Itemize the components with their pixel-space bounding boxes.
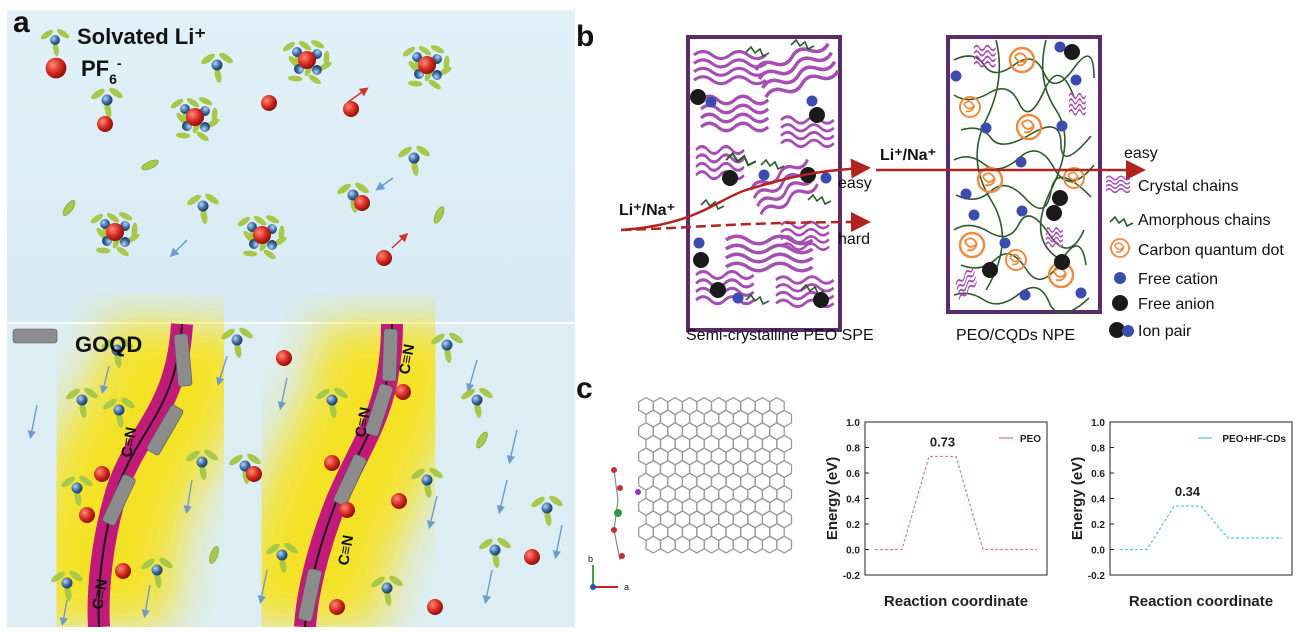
pf6-legend-icon <box>45 57 67 79</box>
goqd-region-species <box>27 325 565 627</box>
x-axis-label: Reaction coordinate <box>1129 593 1273 610</box>
easy-label-right: easy <box>1124 145 1158 162</box>
easy-path-left <box>620 158 871 232</box>
panel-c: c b a -0.2 0.0 0.2 0.4 0.6 0.8 1.0 0.73 PEO React… <box>576 370 1309 629</box>
chart-peo: -0.2 0.0 0.2 0.4 0.6 0.8 1.0 0.73 PEO Reaction co… <box>824 418 1048 610</box>
legend-carbon-quantum-dot: Carbon quantum dot <box>1138 242 1284 259</box>
legend-crystal-chains-icon <box>1105 175 1131 194</box>
y-axis-label: Energy (eV) <box>824 457 841 540</box>
legend-free-anion: Free anion <box>1138 296 1215 313</box>
panel-a-label: a <box>13 6 30 39</box>
hard-label-left: hard <box>838 231 870 248</box>
y-tick-label: 0.8 <box>846 444 860 455</box>
panel-a: C≡N C≡N C≡N C≡N C≡N Solvated Li⁺ PF6- GO… <box>7 6 575 632</box>
panel-c-label: c <box>576 372 593 405</box>
y-tick-label: 0.8 <box>1091 444 1105 455</box>
cn-label-3: C≡N <box>352 406 374 439</box>
y-tick-label: 0.4 <box>1091 495 1105 506</box>
y-tick-label: 0.0 <box>1091 546 1105 557</box>
npe-caption: PEO/CQDs NPE <box>956 327 1075 344</box>
y-tick-label: 1.0 <box>846 418 860 429</box>
y-tick-label: -0.2 <box>843 571 861 582</box>
legend-crystal-chains: Crystal chains <box>1138 178 1238 195</box>
legend-cqd-icon <box>1110 238 1130 258</box>
easy-label-left: easy <box>838 175 872 192</box>
pf6-label: PF6- <box>81 55 122 87</box>
panel-a-illustration: C≡N C≡N C≡N C≡N C≡N Solvated Li⁺ PF6- GO… <box>7 10 575 632</box>
series-line <box>875 455 1037 551</box>
y-tick-label: 1.0 <box>1091 418 1105 429</box>
goqd-label: GOQD <box>75 332 142 357</box>
legend-free-cation-icon <box>1114 272 1126 284</box>
y-tick-label: 0.6 <box>846 469 860 480</box>
graphene-structure: b a <box>588 396 793 592</box>
y-axis-label: Energy (eV) <box>1069 457 1086 540</box>
cn-label-1: C≡N <box>118 426 140 459</box>
axis-a-label: a <box>624 582 629 592</box>
legend-free-anion-icon <box>1112 295 1128 311</box>
hard-path-left <box>620 212 871 233</box>
series-line <box>1120 505 1282 551</box>
peak-value-label: 0.73 <box>930 434 955 449</box>
solvated-li-label: Solvated Li⁺ <box>77 24 206 49</box>
graphene-lattice <box>638 396 793 554</box>
x-axis-label: Reaction coordinate <box>884 593 1028 610</box>
spe-ions <box>690 89 832 308</box>
legend-label: PEO+HF-CDs <box>1222 434 1286 445</box>
y-tick-label: 0.2 <box>846 520 860 531</box>
axis-b-label: b <box>588 554 593 564</box>
ion-label-right: Li⁺/Na⁺ <box>880 147 936 164</box>
spe-caption: Semi-crystalline PEO SPE <box>686 327 874 344</box>
cn-label-5: C≡N <box>335 534 357 567</box>
legend-amorphous-chains: Amorphous chains <box>1138 212 1271 229</box>
y-tick-label: 0.6 <box>1091 469 1105 480</box>
y-tick-label: 0.0 <box>846 546 860 557</box>
chart-peo-hf-cds: -0.2 0.0 0.2 0.4 0.6 0.8 1.0 0.34 PEO+HF-CDs Reac… <box>1069 418 1293 610</box>
cn-label-2: C≡N <box>89 578 111 611</box>
peak-value-label: 0.34 <box>1175 484 1201 499</box>
y-tick-label: 0.2 <box>1091 520 1105 531</box>
panel-b: Li⁺/Na⁺ Li⁺/Na⁺ easy hard easy Semi-crys… <box>576 0 1309 360</box>
goqd-channels <box>12 317 467 632</box>
legend-label: PEO <box>1020 434 1041 445</box>
bulk-species <box>60 34 458 266</box>
legend-ion-pair: Ion pair <box>1138 323 1192 340</box>
legend-ion-pair-icon <box>1109 322 1134 338</box>
legend-amorphous-chains-icon <box>1109 216 1134 227</box>
npe-ions <box>950 41 1087 301</box>
peo-molecule <box>611 467 641 561</box>
panel-b-label: b <box>576 20 595 53</box>
ion-label-left: Li⁺/Na⁺ <box>619 202 675 219</box>
cn-label-4: C≡N <box>396 343 418 376</box>
y-tick-label: 0.4 <box>846 495 860 506</box>
legend-free-cation: Free cation <box>1138 271 1218 288</box>
y-tick-label: -0.2 <box>1088 571 1106 582</box>
panel-b-illustration: Li⁺/Na⁺ Li⁺/Na⁺ easy hard easy Semi-crys… <box>619 35 1284 344</box>
axis-triad: b a <box>588 554 629 592</box>
